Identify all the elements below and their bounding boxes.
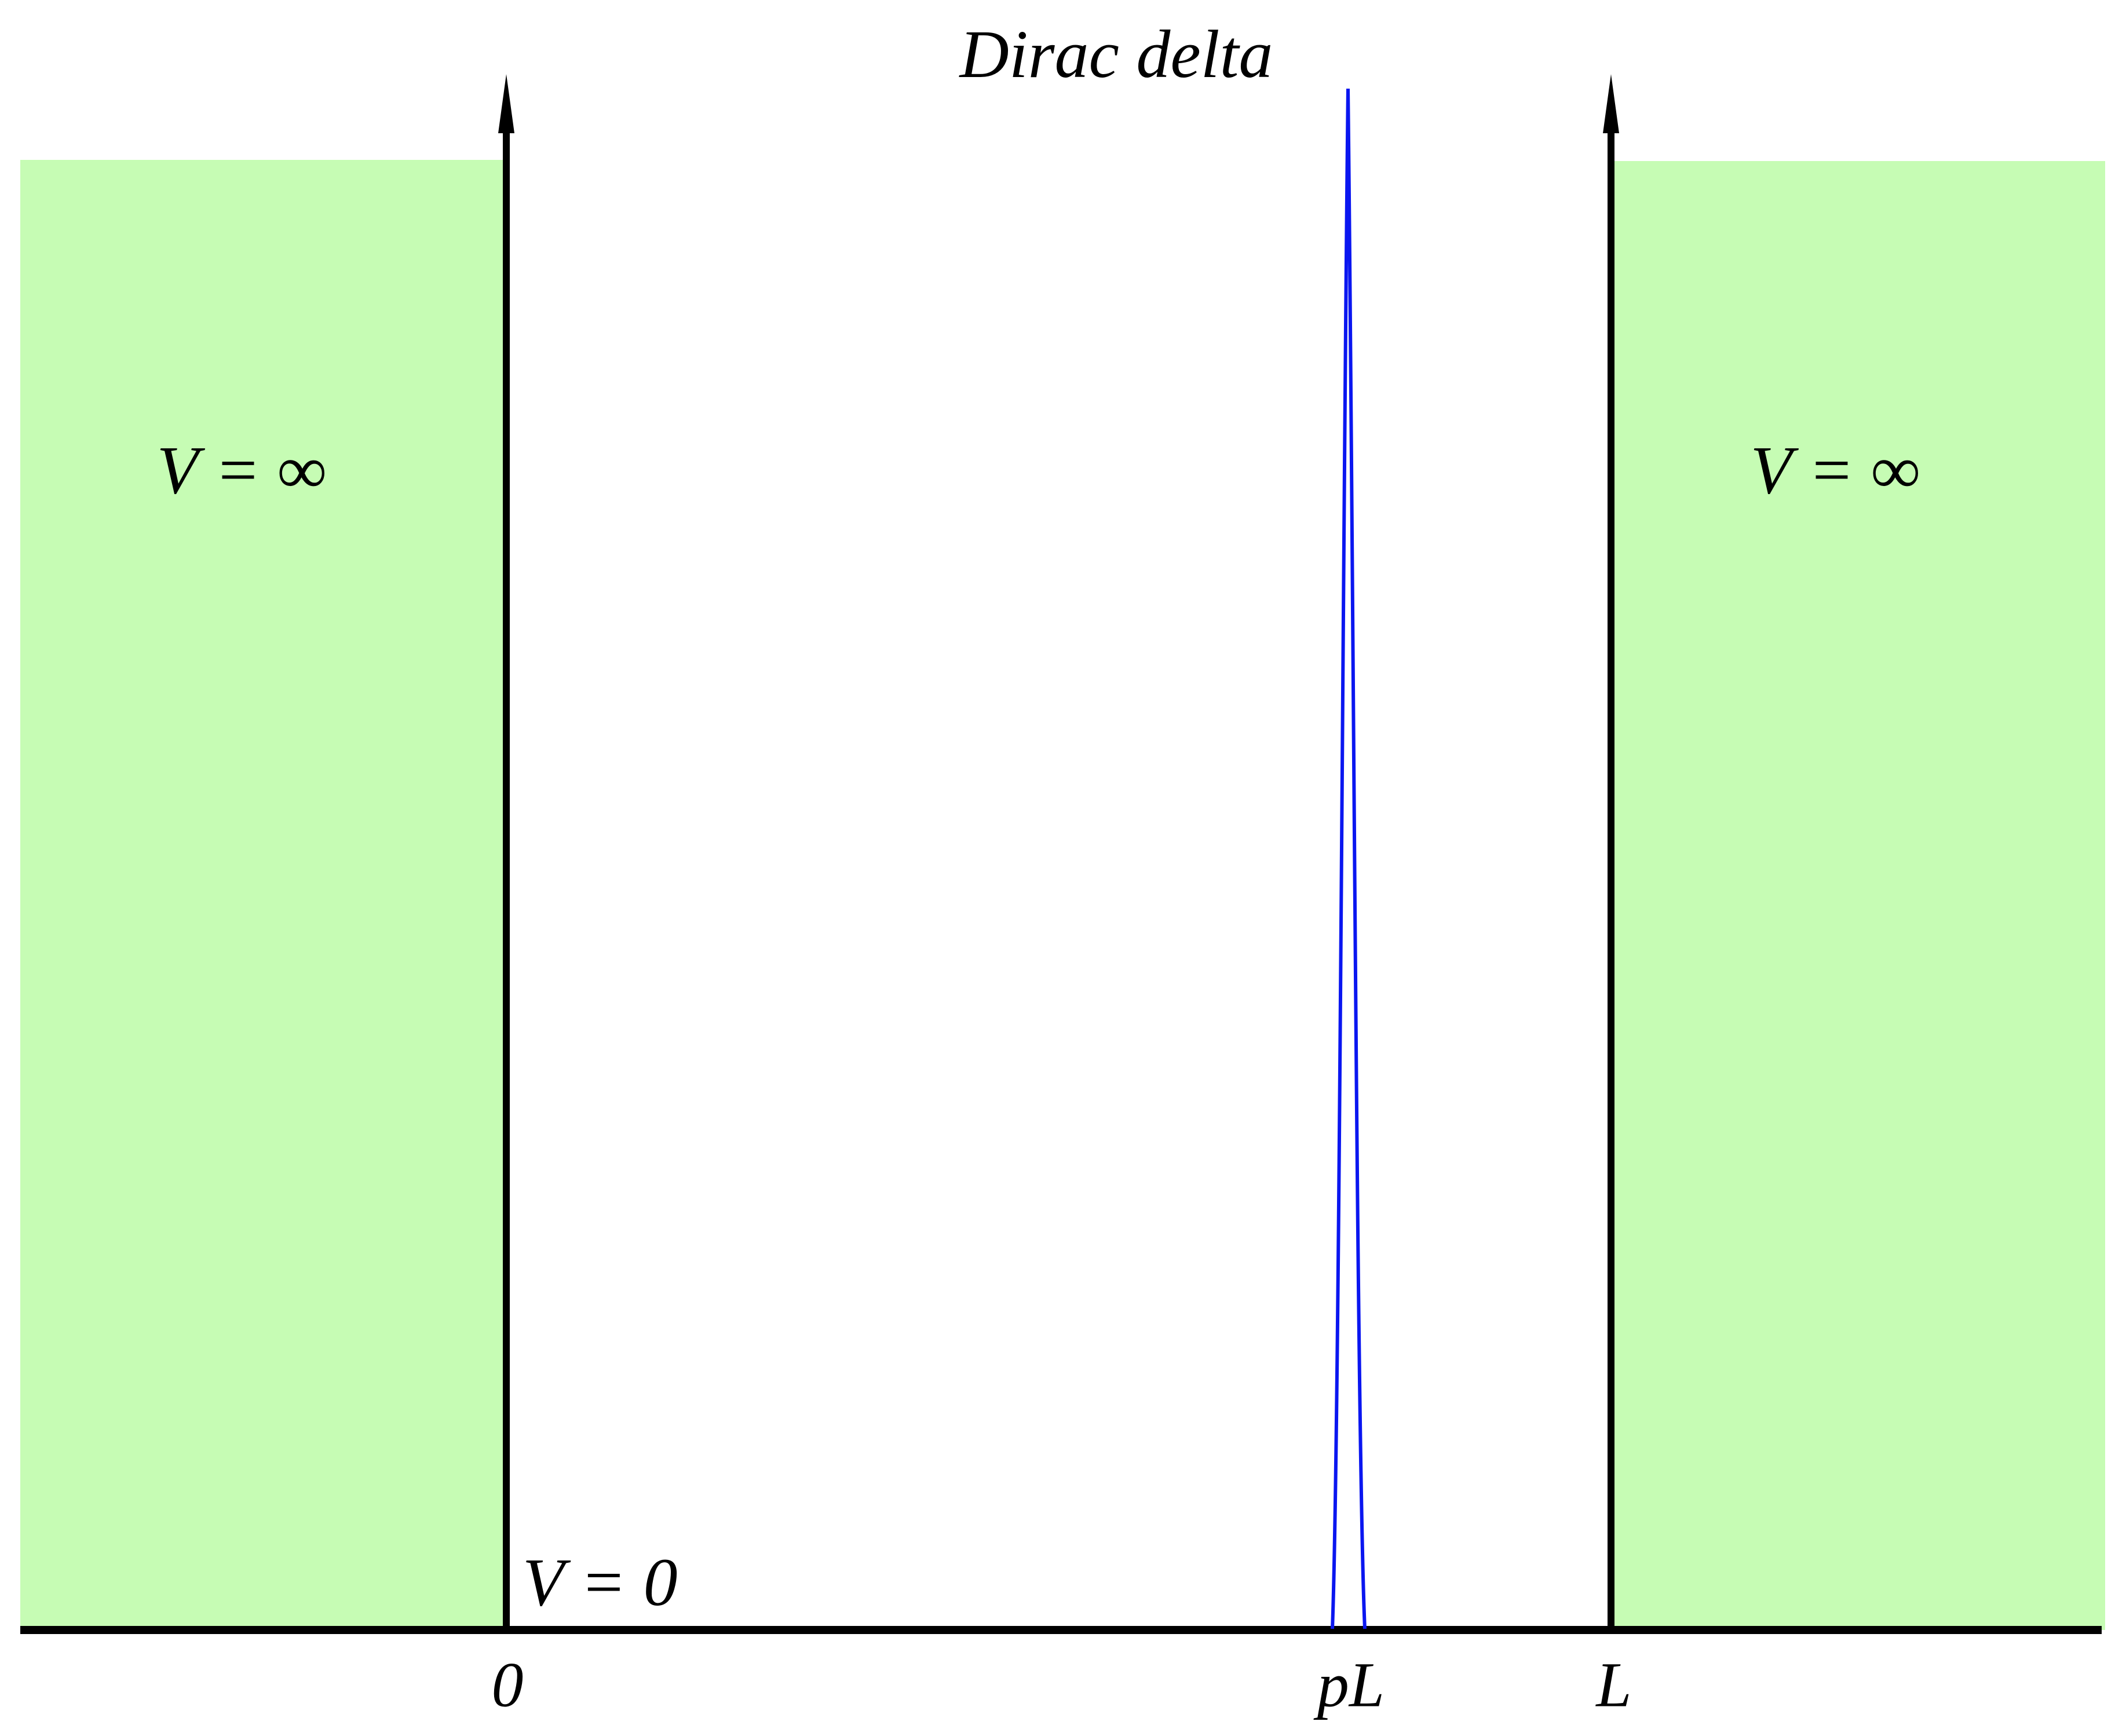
right-barrier-region: [1613, 161, 2105, 1630]
axis-label: L: [1595, 1649, 1631, 1720]
left-barrier-region: [20, 160, 506, 1630]
region-label: V = ∞: [157, 432, 327, 508]
diagram-title: Dirac delta: [959, 16, 1273, 92]
region-label: V = ∞: [1751, 432, 1920, 508]
region-label: V = 0: [523, 1544, 678, 1620]
axis-label: 0: [492, 1649, 524, 1720]
right-wall-arrowhead: [1603, 74, 1619, 133]
dirac-delta-spike: [1331, 88, 1367, 1629]
axis-label: pL: [1313, 1649, 1385, 1720]
left-wall-arrowhead: [498, 74, 514, 133]
